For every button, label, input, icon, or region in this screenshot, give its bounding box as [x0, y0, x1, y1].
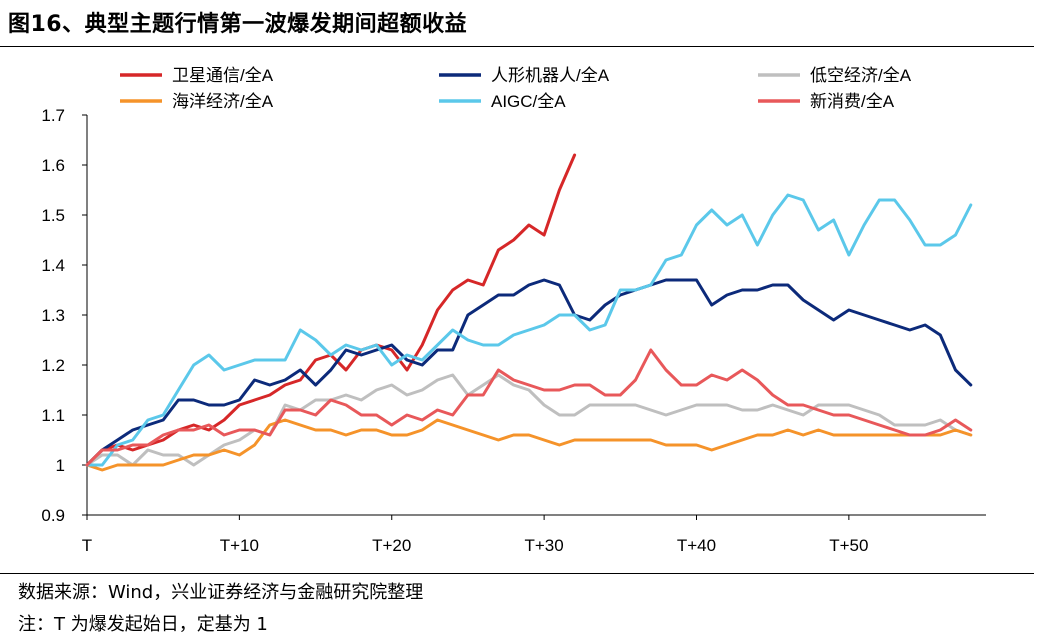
- x-tick-label: T+20: [372, 536, 411, 555]
- y-tick-label: 1.5: [41, 206, 65, 225]
- chart-title: 图16、典型主题行情第一波爆发期间超额收益: [8, 12, 468, 37]
- y-tick-label: 0.9: [41, 506, 65, 525]
- y-tick-label: 1.2: [41, 356, 65, 375]
- series-line-4: [85, 193, 973, 467]
- legend-label: 新消费/全A: [810, 92, 895, 111]
- y-tick-label: 1: [56, 456, 65, 475]
- footer-rule: [0, 573, 1034, 574]
- title-rule: [0, 46, 1034, 47]
- series-line-3: [85, 418, 973, 472]
- y-tick-label: 1.7: [41, 106, 65, 125]
- x-tick-label: T: [82, 536, 92, 555]
- series-line-1: [85, 278, 973, 467]
- legend-label: AIGC/全A: [491, 92, 566, 111]
- series-line-2: [85, 373, 973, 467]
- legend-label: 海洋经济/全A: [172, 92, 274, 111]
- y-axis: 0.9 1 1.1 1.2 1.3 1.4 1.5 1.6 1.7: [41, 106, 88, 525]
- series-line-0: [85, 153, 577, 467]
- y-tick-label: 1.6: [41, 156, 65, 175]
- y-tick-label: 1.3: [41, 306, 65, 325]
- y-tick-label: 1.1: [41, 406, 65, 425]
- t-note: 注：T 为爆发起始日，定基为 1: [18, 614, 268, 635]
- x-tick-label: T+10: [220, 536, 259, 555]
- series-line-5: [85, 348, 973, 467]
- legend-label: 低空经济/全A: [810, 66, 912, 85]
- legend-label: 人形机器人/全A: [491, 66, 610, 85]
- x-tick-label: T+50: [829, 536, 868, 555]
- x-axis: T T+10 T+20 T+30 T+40 T+50: [82, 514, 986, 555]
- legend: 卫星通信/全A 人形机器人/全A 低空经济/全A 海洋经济/全A AIGC/全A 新消费/…: [120, 66, 912, 111]
- x-tick-label: T+40: [677, 536, 716, 555]
- legend-label: 卫星通信/全A: [172, 66, 274, 85]
- line-chart: 卫星通信/全A 人形机器人/全A 低空经济/全A 海洋经济/全A AIGC/全A 新消费/…: [41, 66, 986, 555]
- source-note: 数据来源：Wind，兴业证券经济与金融研究院整理: [18, 582, 424, 603]
- series-group: [85, 153, 973, 472]
- x-tick-label: T+30: [525, 536, 564, 555]
- y-tick-label: 1.4: [41, 256, 65, 275]
